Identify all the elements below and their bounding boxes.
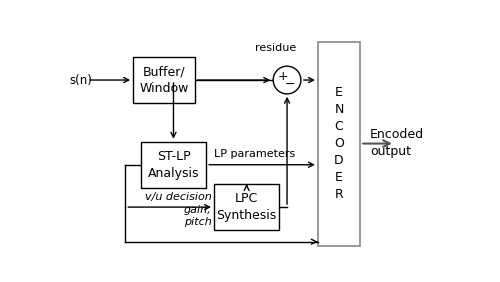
- Text: Buffer/
Window: Buffer/ Window: [139, 65, 188, 95]
- Text: LPC
Synthesis: LPC Synthesis: [216, 192, 277, 222]
- Text: v/u decision
gain,
pitch: v/u decision gain, pitch: [145, 192, 212, 227]
- Text: ST-LP
Analysis: ST-LP Analysis: [148, 150, 199, 180]
- Bar: [214, 184, 280, 230]
- Bar: [133, 57, 194, 103]
- Text: Encoded
output: Encoded output: [370, 128, 424, 158]
- Text: E
N
C
O
D
E
R: E N C O D E R: [334, 86, 344, 201]
- Text: +: +: [278, 70, 288, 83]
- Bar: [318, 41, 360, 246]
- Text: −: −: [285, 78, 296, 91]
- Bar: [141, 142, 206, 188]
- Text: residue: residue: [254, 43, 296, 53]
- Text: s(n): s(n): [70, 74, 93, 87]
- Circle shape: [273, 66, 301, 94]
- Text: LP parameters: LP parameters: [214, 149, 295, 159]
